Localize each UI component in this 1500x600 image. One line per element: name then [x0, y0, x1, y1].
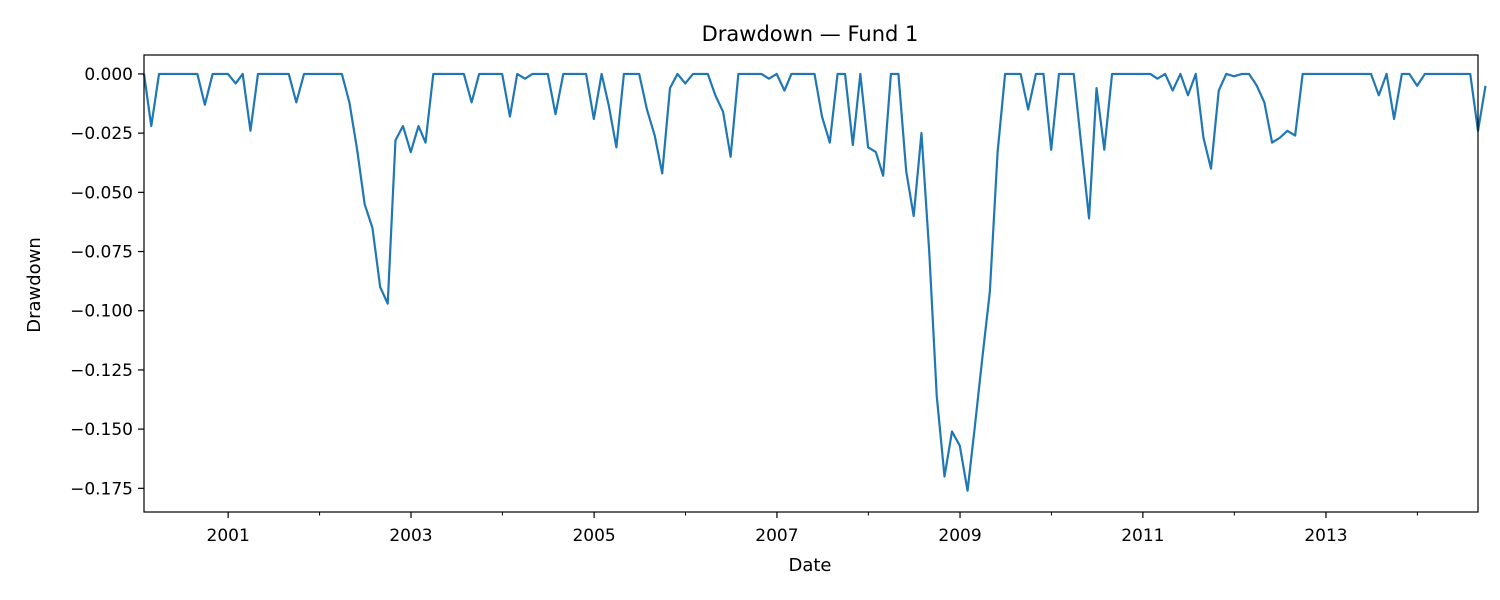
plot-area: [142, 72, 1487, 492]
x-tick-label-1: 2003: [389, 526, 432, 546]
data-points: [143, 73, 1486, 491]
x-tick-label-2: 2005: [572, 526, 615, 546]
x-tick-label-4: 2009: [938, 526, 981, 546]
y-axis-label: Drawdown: [24, 237, 45, 333]
x-tick-label-0: 2001: [207, 526, 250, 546]
y-tick-label-5: −0.125: [70, 361, 133, 381]
plot-frame: [143, 54, 1479, 513]
x-axis-label: Date: [788, 555, 831, 576]
y-tick-label-6: −0.150: [70, 420, 133, 440]
x-tick-label-5: 2011: [1121, 526, 1164, 546]
x-tick-label-3: 2007: [755, 526, 798, 546]
y-tick-label-3: −0.075: [70, 243, 133, 263]
chart-title: Drawdown — Fund 1: [702, 22, 919, 46]
y-tick-label-0: 0.000: [84, 65, 133, 85]
x-axis: 2001 2003 2005 2007 2009 2011 2013: [207, 512, 1418, 546]
y-tick-label-2: −0.050: [70, 183, 133, 203]
y-tick-label-7: −0.175: [70, 479, 133, 499]
y-axis: 0.000 −0.025 −0.050 −0.075 −0.100 −0.125 −0.15…: [70, 65, 144, 499]
y-tick-label-1: −0.025: [70, 124, 133, 144]
x-tick-label-6: 2013: [1304, 526, 1347, 546]
y-tick-label-4: −0.100: [70, 302, 133, 322]
